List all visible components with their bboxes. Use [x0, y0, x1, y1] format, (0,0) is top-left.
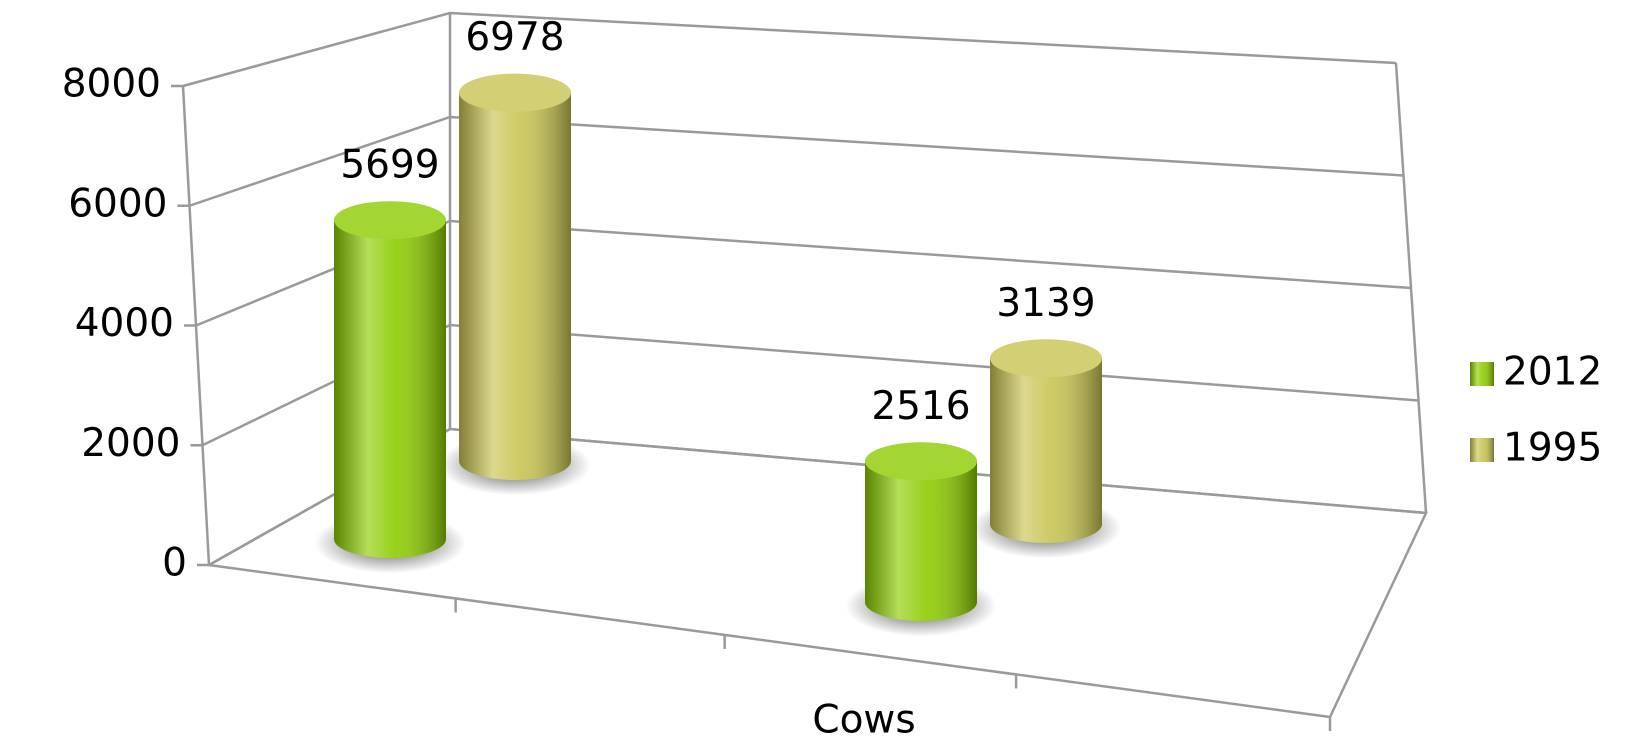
grid-line [195, 219, 1412, 327]
data-label: 5699 [340, 143, 439, 188]
y-tick-label: 8000 [62, 62, 161, 107]
y-tick-label: 0 [162, 541, 187, 586]
data-label: 3139 [996, 281, 1095, 326]
cylinder-shade [459, 92, 571, 480]
x-tick-label: Cows [812, 698, 915, 741]
cylinder-shade [990, 358, 1102, 543]
legend-swatch-shade [1470, 362, 1494, 386]
cylinder-top [334, 201, 446, 240]
cylinder-top-shade [334, 201, 446, 240]
legend-label: 2012 [1503, 350, 1602, 395]
cylinder-top [865, 442, 977, 481]
cylinder-top [459, 73, 571, 112]
cylinder-shade [334, 220, 446, 558]
cylinder-top-shade [459, 73, 571, 112]
legend-label: 1995 [1503, 426, 1602, 471]
cylinder-top [990, 339, 1102, 378]
data-label: 6978 [465, 15, 564, 60]
y-tick-label: 2000 [81, 421, 180, 466]
legend-swatch-shade [1470, 438, 1494, 462]
grid-line [189, 115, 1404, 207]
grid-line [182, 11, 1397, 88]
cylinder-top-shade [865, 442, 977, 481]
cylinder-shade [865, 461, 977, 621]
y-tick-label: 4000 [75, 301, 174, 346]
y-tick-label: 6000 [68, 181, 167, 226]
data-label: 2516 [871, 384, 970, 429]
cylinder-top-shade [990, 339, 1102, 378]
